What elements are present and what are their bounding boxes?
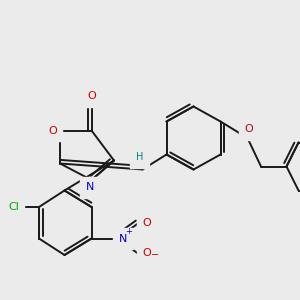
Text: N: N (119, 233, 127, 244)
Text: H: H (136, 152, 143, 163)
Text: +: + (125, 226, 132, 236)
Text: O: O (87, 91, 96, 101)
Text: O: O (244, 124, 253, 134)
Text: Cl: Cl (8, 202, 19, 212)
Text: O: O (48, 125, 57, 136)
Text: O: O (142, 218, 152, 229)
Text: O: O (142, 248, 152, 259)
Text: N: N (86, 182, 94, 193)
Text: −: − (151, 250, 160, 260)
